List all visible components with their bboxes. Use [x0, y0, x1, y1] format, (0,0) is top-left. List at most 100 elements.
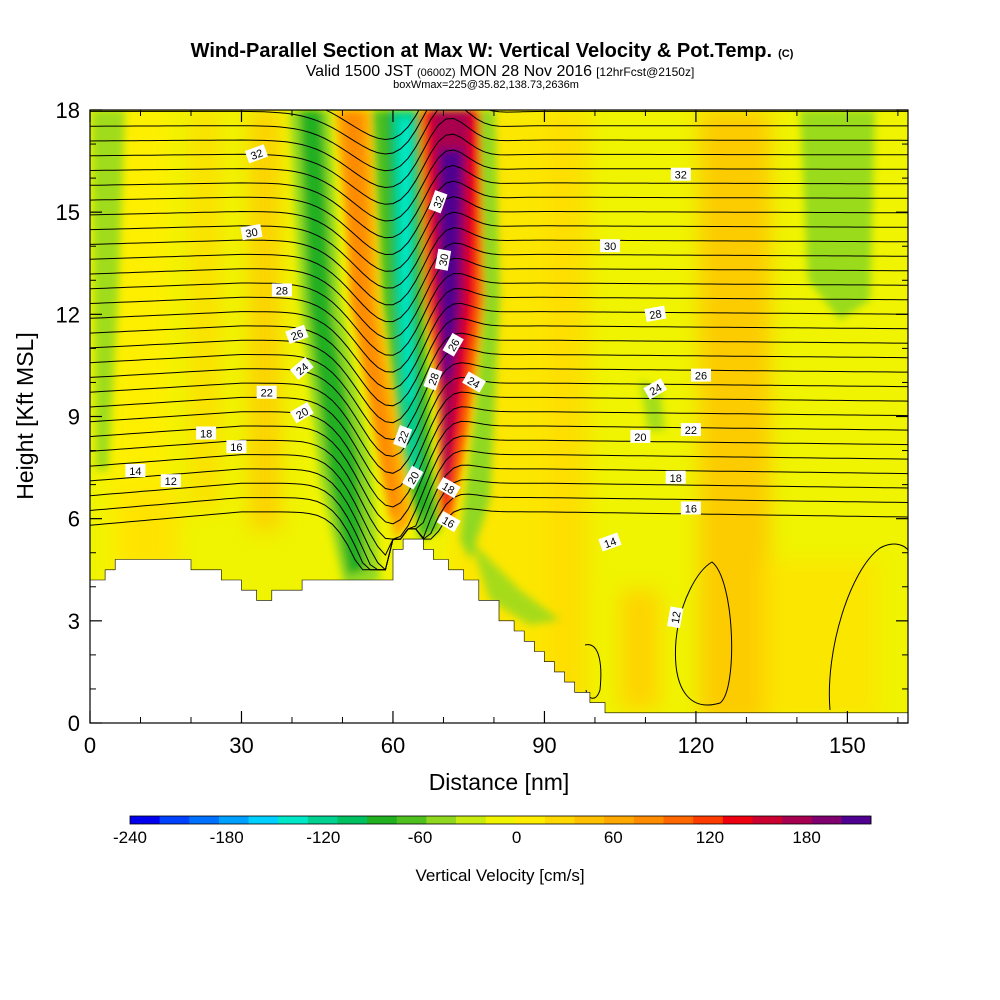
- isentrope-label: 12: [667, 606, 684, 629]
- isentrope-label: 14: [598, 532, 622, 552]
- isentrope-label-text: 16: [230, 442, 242, 454]
- isentrope-line: [90, 479, 908, 571]
- isentrope-label: 16: [226, 440, 247, 454]
- isentrope-label-text: 16: [685, 504, 697, 516]
- isentrope-line: [90, 164, 908, 239]
- isentrope-line: [90, 117, 908, 189]
- colorbar-swatch: [811, 816, 842, 824]
- isentrope-label-text: 24: [648, 382, 665, 399]
- y-tick-label: 15: [56, 200, 80, 225]
- isentrope-label-text: 18: [440, 481, 457, 498]
- colorbar-swatch: [693, 816, 724, 824]
- terrain-mask: [90, 538, 908, 723]
- colorbar-swatch: [633, 816, 664, 824]
- isentrope-line: [90, 211, 908, 289]
- isentrope-label-text: 14: [603, 536, 619, 551]
- colorbar-swatch: [396, 816, 427, 824]
- isentrope-line: [90, 332, 908, 424]
- isentrope-label-text: 14: [129, 466, 141, 478]
- colorbar-tick-label: 60: [604, 828, 623, 847]
- isentrope-label: 18: [436, 476, 461, 499]
- isentrope-line: [90, 302, 908, 390]
- isentrope-label: 18: [665, 470, 686, 485]
- isentrope-label: 22: [680, 423, 701, 437]
- colorbar-swatch: [367, 816, 398, 824]
- x-tick-label: 120: [678, 733, 715, 758]
- isentrope-line: [90, 257, 908, 339]
- y-axis: 0 3 6 9 12 15 18: [56, 98, 908, 736]
- isentrope-label-text: 12: [165, 476, 177, 488]
- y-tick-label: 9: [68, 405, 80, 430]
- colorbar-tick-label: -120: [306, 828, 340, 847]
- isentrope-label-text: 32: [675, 170, 687, 182]
- colorbar-swatch: [130, 816, 161, 824]
- isentrope-line: [90, 317, 908, 407]
- isentrope-line: [90, 196, 908, 272]
- isentrope-line: [90, 406, 908, 508]
- isentrope-line: [90, 493, 908, 571]
- colorbar-frame: [129, 815, 872, 825]
- isentrope-label-text: 22: [261, 388, 273, 400]
- isentrope-line: [90, 180, 908, 256]
- isentrope-line: [90, 420, 908, 525]
- isentrope-label: 12: [160, 474, 181, 488]
- isentrope-label-text: 32: [432, 194, 447, 210]
- isentrope-label: 32: [244, 144, 269, 164]
- isentrope-label-text: 18: [670, 473, 682, 485]
- isentrope-label: 30: [600, 239, 621, 253]
- colorbar-swatch: [604, 816, 635, 824]
- colorbar-swatch: [782, 816, 813, 824]
- colorbar-label: Vertical Velocity [cm/s]: [415, 866, 584, 885]
- isentrope-label: 28: [423, 367, 443, 391]
- colorbar-tick-label: -180: [210, 828, 244, 847]
- colorbar-swatch: [159, 816, 190, 824]
- colorbar-swatch: [515, 816, 546, 824]
- isentrope-label: 32: [670, 167, 691, 182]
- colorbar-tick-label: 120: [696, 828, 724, 847]
- isentrope-line: [90, 450, 908, 556]
- colorbar-tick-label: 0: [512, 828, 521, 847]
- isentrope-label: 16: [436, 511, 461, 533]
- isentrope-label-text: 30: [604, 241, 616, 253]
- isentrope-label-text: 32: [249, 148, 265, 163]
- isentrope-label-text: 18: [200, 429, 212, 441]
- colorbar-swatch: [485, 816, 516, 824]
- colorbar-swatch: [841, 816, 872, 824]
- x-axis-label: Distance [nm]: [429, 769, 570, 795]
- x-tick-label: 150: [829, 733, 866, 758]
- y-tick-label: 12: [56, 302, 80, 327]
- isentrope-label: 30: [240, 223, 263, 241]
- chart-subtitle: Valid 1500 JST (0600Z) MON 28 Nov 2016 [12h…: [306, 63, 695, 80]
- colorbar-tick-label: -60: [408, 828, 433, 847]
- isentrope-label: 26: [691, 368, 711, 383]
- isentrope-label-text: 28: [276, 286, 288, 298]
- y-tick-label: 3: [68, 609, 80, 634]
- isentrope-label-text: 16: [440, 515, 457, 532]
- isentrope-label-text: 22: [685, 425, 697, 437]
- colorbar-swatch: [752, 816, 783, 824]
- isentrope-label: 24: [462, 371, 486, 393]
- isentrope-label: 18: [196, 426, 217, 441]
- isentrope-line: [90, 508, 908, 571]
- x-axis: 0 30 60 90 120 150: [84, 110, 899, 758]
- isentrope-label: 28: [644, 305, 667, 322]
- isentrope-line: [90, 242, 908, 323]
- isentrope-label: 26: [285, 324, 309, 344]
- y-axis-label: Height [Kft MSL]: [12, 332, 38, 499]
- isentrope-label-text: 20: [294, 406, 311, 423]
- colorbar-swatch: [307, 816, 338, 824]
- colorbar-swatch: [248, 816, 279, 824]
- isentrope-label-text: 20: [406, 470, 423, 487]
- isentrope-label: 22: [256, 385, 277, 400]
- colorbar-swatch: [189, 816, 220, 824]
- y-tick-label: 6: [68, 507, 80, 532]
- isentrope-label-text: 28: [649, 308, 663, 322]
- x-tick-label: 60: [381, 733, 405, 758]
- isentrope-label: 30: [434, 248, 451, 271]
- isentrope-line: [90, 464, 908, 571]
- y-tick-label: 0: [68, 711, 80, 736]
- isentrope-label-text: 12: [670, 610, 684, 624]
